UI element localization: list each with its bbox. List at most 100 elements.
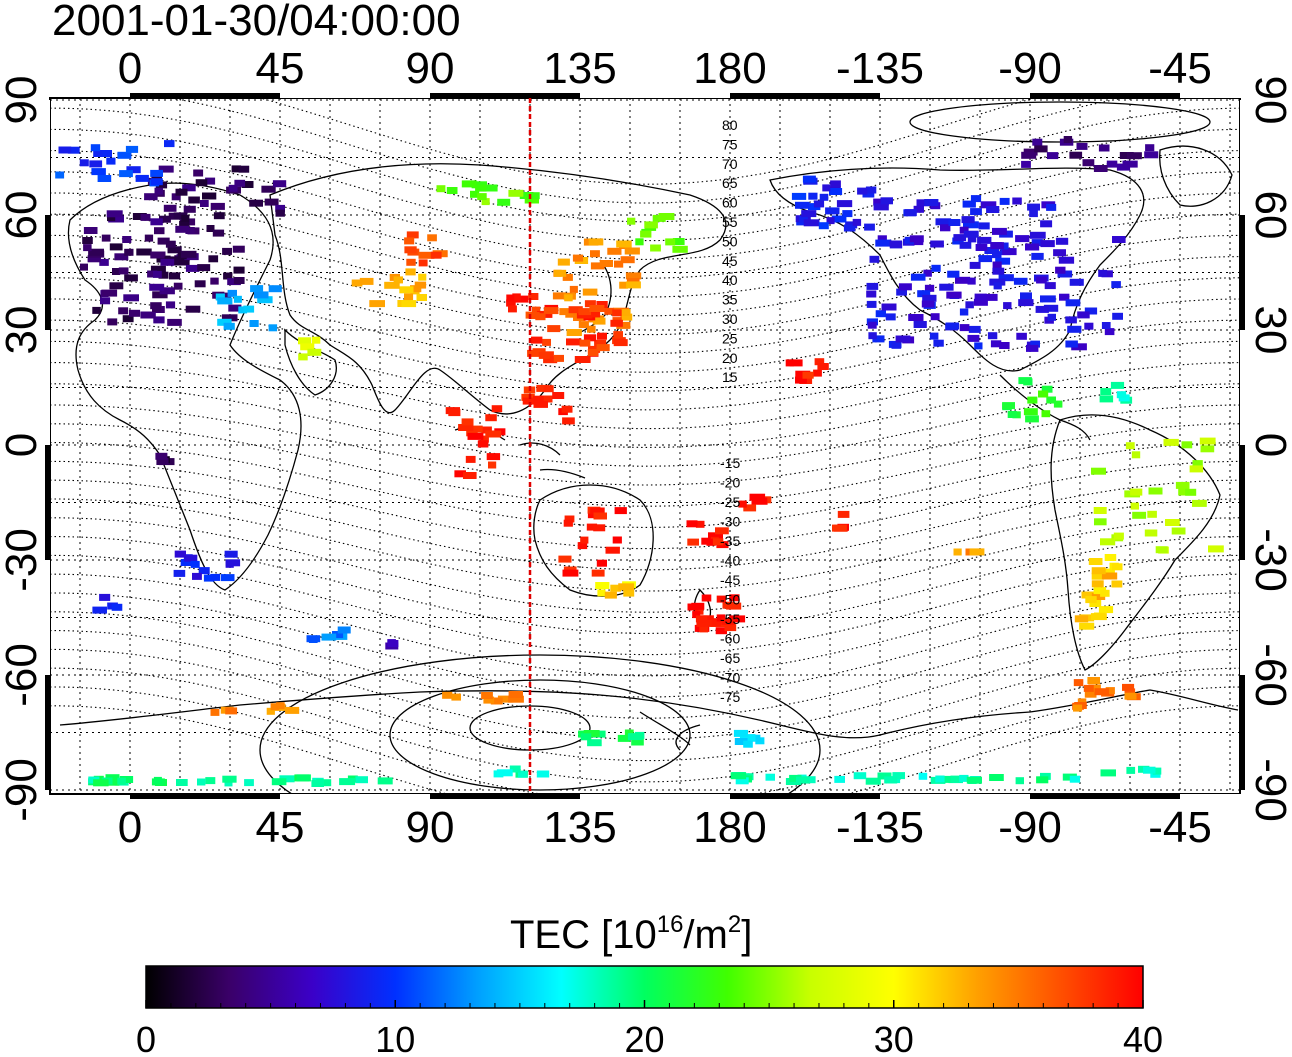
tec-patch xyxy=(875,239,892,247)
tec-patch xyxy=(1025,415,1039,423)
tec-patch xyxy=(825,207,840,215)
tec-patch xyxy=(79,159,89,167)
tec-patch xyxy=(813,369,822,377)
tec-patch xyxy=(1200,445,1215,453)
tec-patch xyxy=(665,238,676,246)
tec-patch xyxy=(620,313,633,321)
tec-patch xyxy=(961,216,975,224)
tec-patch xyxy=(448,409,461,417)
tec-patch xyxy=(531,306,541,314)
tec-patch xyxy=(469,425,483,433)
tec-patch xyxy=(998,274,1014,282)
tec-patch xyxy=(88,248,104,256)
tec-patch xyxy=(1130,502,1139,510)
tec-patch xyxy=(132,213,147,220)
tec-patch xyxy=(796,776,810,784)
tec-patch xyxy=(181,214,190,222)
tec-patch xyxy=(461,180,477,188)
tec-patch xyxy=(198,567,210,575)
tec-patch xyxy=(895,335,911,343)
frame-tick xyxy=(580,794,730,799)
tec-patch xyxy=(163,204,177,212)
lon-tick-label-bottom: -45 xyxy=(1148,803,1212,852)
tec-patch xyxy=(999,197,1010,205)
tec-patch xyxy=(914,238,924,246)
tec-patch xyxy=(687,538,699,546)
tec-patch xyxy=(987,332,998,340)
tec-patch xyxy=(1055,237,1069,245)
tec-patch xyxy=(962,200,976,208)
tec-patch xyxy=(158,271,169,279)
frame-tick xyxy=(280,794,430,799)
tec-patch xyxy=(612,536,622,544)
tec-patch xyxy=(461,418,474,426)
tec-patch xyxy=(1029,210,1038,218)
tec-patch xyxy=(1030,340,1040,348)
tec-patch xyxy=(572,254,584,262)
tec-patch xyxy=(1031,252,1044,260)
tec-patch xyxy=(217,297,233,305)
contour-line xyxy=(50,128,1240,242)
lon-tick-label-bottom: -135 xyxy=(836,803,924,852)
tec-patch xyxy=(959,308,969,316)
tec-patch xyxy=(699,625,709,633)
tec-patch xyxy=(1098,606,1114,614)
tec-patch xyxy=(109,282,124,290)
lon-tick-label-top: -90 xyxy=(998,44,1062,93)
tec-patch xyxy=(877,772,892,780)
tec-patch xyxy=(1099,395,1114,403)
tec-patch xyxy=(730,772,747,780)
tec-patch xyxy=(970,195,982,203)
contour-label: 40 xyxy=(722,272,738,288)
tec-patch xyxy=(569,285,578,293)
tec-patch xyxy=(1040,295,1056,303)
tec-patch xyxy=(587,511,599,519)
tec-patch xyxy=(1104,328,1115,336)
tec-patch xyxy=(1093,507,1107,514)
tec-patch xyxy=(454,470,466,478)
tec-patch xyxy=(222,247,232,255)
tec-patch xyxy=(1023,408,1038,416)
tec-patch xyxy=(564,515,575,523)
tec-patch xyxy=(119,170,133,178)
tec-patch xyxy=(485,430,502,438)
tec-patch xyxy=(695,520,705,528)
tec-patch xyxy=(1152,767,1162,775)
tec-patch xyxy=(559,308,569,316)
tec-patch xyxy=(1116,391,1127,399)
lat-tick-label-right: -90 xyxy=(1246,758,1292,822)
tec-patch xyxy=(984,293,998,301)
tec-patch xyxy=(205,177,216,185)
tec-patch xyxy=(491,405,503,413)
frame-tick xyxy=(280,93,430,98)
tec-patch xyxy=(210,708,220,716)
lat-tick-label-right: -60 xyxy=(1246,643,1292,707)
tec-patch xyxy=(594,339,607,347)
tec-patch xyxy=(791,192,807,200)
tec-patch xyxy=(735,777,749,785)
contour-line xyxy=(50,423,1240,507)
tec-patch xyxy=(916,199,930,207)
tec-patch xyxy=(1100,538,1116,546)
frame-tick xyxy=(1030,794,1180,799)
tec-patch xyxy=(953,548,962,556)
tec-patch xyxy=(99,593,111,601)
contour-label: -65 xyxy=(720,650,740,666)
tec-patch xyxy=(872,335,885,343)
tec-patch xyxy=(624,729,634,737)
tec-patch xyxy=(512,293,521,301)
tec-patch xyxy=(1088,558,1103,565)
tec-patch xyxy=(257,296,273,304)
tec-patch xyxy=(729,594,740,602)
tec-patch xyxy=(635,238,644,246)
tec-patch xyxy=(463,472,477,479)
tec-patch xyxy=(1016,332,1027,340)
tec-patch xyxy=(862,190,875,198)
tec-patch xyxy=(583,730,600,737)
tec-patch xyxy=(565,310,579,318)
tec-patch xyxy=(959,241,972,249)
tec-patch xyxy=(1090,613,1107,621)
tec-patch xyxy=(1144,151,1159,159)
tec-patch xyxy=(1035,305,1049,313)
tec-patch xyxy=(831,215,847,223)
